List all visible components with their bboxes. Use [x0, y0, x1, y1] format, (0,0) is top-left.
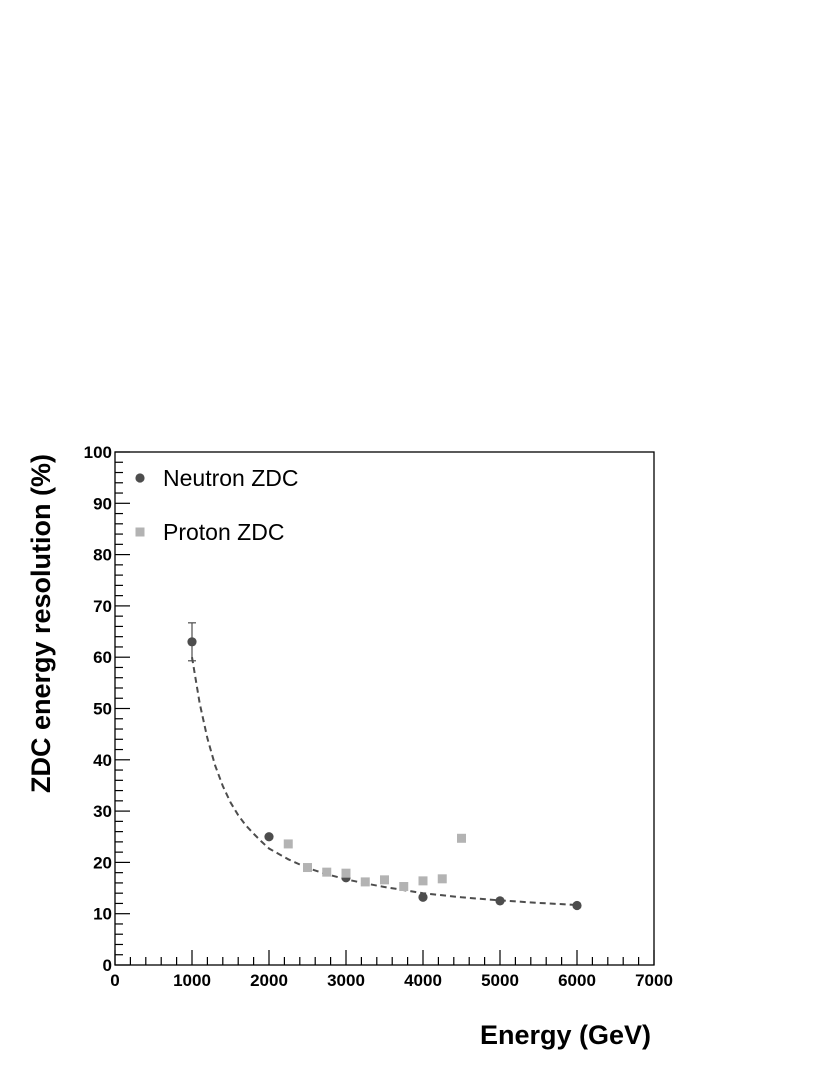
- neutron-point: [495, 896, 505, 906]
- proton-point: [360, 877, 370, 887]
- proton-point: [457, 833, 466, 843]
- x-tick-label: 0: [110, 971, 119, 990]
- neutron-point: [264, 832, 274, 842]
- x-tick-label: 6000: [558, 971, 596, 990]
- y-tick-label: 100: [84, 443, 112, 462]
- proton-point: [303, 863, 312, 873]
- legend-neutron-marker: [135, 473, 145, 483]
- y-tick-label: 40: [93, 751, 112, 770]
- y-tick-label: 20: [93, 853, 112, 872]
- neutron-point: [572, 900, 582, 911]
- y-tick-label: 70: [93, 597, 112, 616]
- proton-point: [322, 867, 332, 877]
- proton-point: [399, 882, 409, 892]
- y-tick-label: 60: [93, 648, 112, 667]
- proton-point: [437, 874, 447, 884]
- neutron-point: [418, 892, 428, 902]
- x-axis-label: Energy (GeV): [480, 1020, 651, 1050]
- x-tick-label: 4000: [404, 971, 442, 990]
- proton-point: [341, 868, 351, 878]
- x-tick-label: 5000: [481, 971, 519, 990]
- legend-label: Proton ZDC: [163, 519, 284, 545]
- neutron-point: [187, 637, 197, 647]
- y-tick-label: 10: [93, 905, 112, 924]
- y-tick-label: 90: [93, 494, 112, 513]
- y-tick-label: 50: [93, 700, 112, 719]
- x-tick-label: 2000: [250, 971, 288, 990]
- proton-point: [380, 875, 389, 885]
- y-tick-label: 80: [93, 546, 112, 565]
- x-tick-label: 3000: [327, 971, 365, 990]
- proton-point: [283, 839, 293, 849]
- fit-curve: [191, 657, 578, 906]
- x-tick-label: 1000: [173, 971, 211, 990]
- y-axis-label: ZDC energy resolution (%): [26, 454, 56, 793]
- y-tick-label: 30: [93, 802, 112, 821]
- y-tick-label: 0: [103, 956, 112, 975]
- proton-point: [418, 876, 428, 886]
- x-tick-label: 7000: [635, 971, 673, 990]
- legend-label: Neutron ZDC: [163, 465, 298, 491]
- legend-proton-marker: [135, 527, 145, 537]
